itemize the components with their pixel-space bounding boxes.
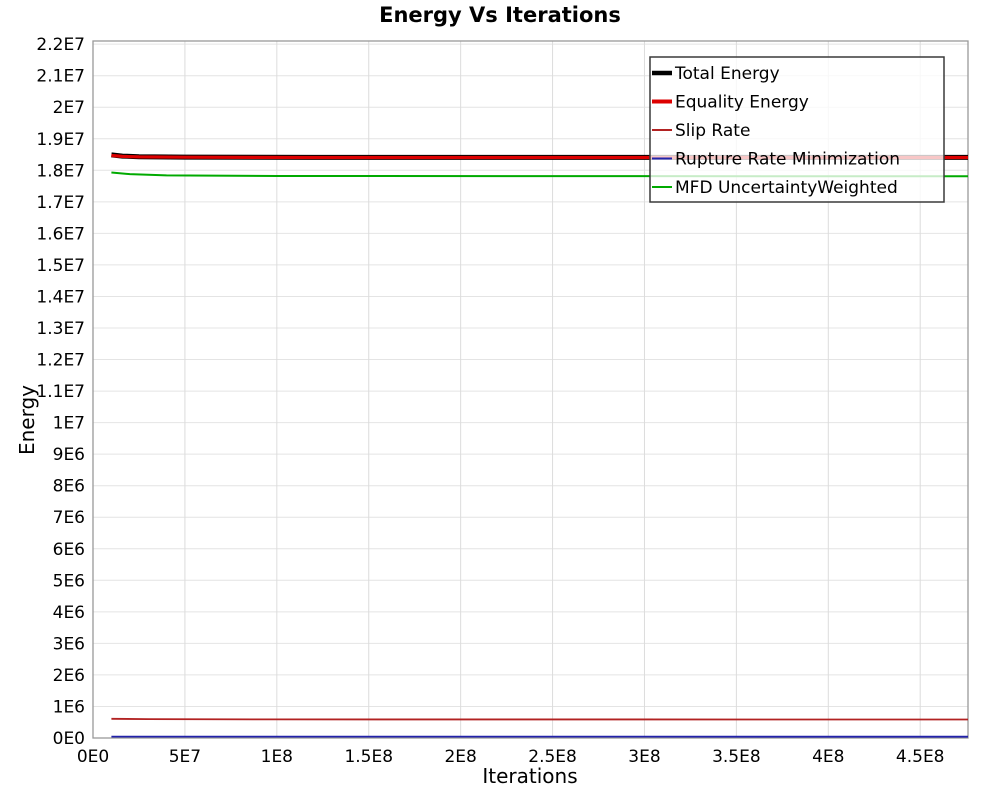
series-line-mfd-uncertaintyweighted [111, 171, 969, 178]
series-line-equality-energy [111, 153, 968, 160]
x-tick-label: 2.5E8 [528, 747, 577, 767]
chart-title: Energy Vs Iterations [379, 3, 621, 27]
x-tick-label: 1.5E8 [344, 747, 393, 767]
y-tick-label: 6E6 [53, 540, 85, 560]
y-tick-label: 1.2E7 [36, 351, 85, 371]
x-tick-label: 4.5E8 [896, 747, 945, 767]
tick-labels: 0E0 1E6 2E6 3E6 4E6 5E6 6E6 7E6 8E6 9E6 1E7 1.1E7 1.… [36, 35, 944, 767]
y-tick-label: 1.4E7 [36, 287, 85, 307]
y-tick-label: 3E6 [53, 634, 85, 654]
y-tick-label: 7E6 [53, 508, 85, 528]
y-tick-label: 2E6 [53, 666, 85, 686]
y-tick-label: 2E7 [53, 98, 85, 118]
y-tick-label: 1.7E7 [36, 193, 85, 213]
plot-border [92, 40, 969, 739]
y-tick-label: 1.9E7 [36, 130, 85, 150]
legend-label: Rupture Rate Minimization [675, 150, 900, 170]
legend-label: Slip Rate [675, 121, 750, 141]
x-tick-label: 5E7 [169, 747, 201, 767]
x-tick-label: 0E0 [77, 747, 109, 767]
legend-label: Total Energy [674, 64, 780, 84]
y-tick-label: 1E6 [53, 697, 85, 717]
legend-box [649, 56, 945, 203]
legend-item: MFD UncertaintyWeighted [652, 178, 898, 198]
y-tick-label: 8E6 [53, 477, 85, 497]
y-tick-label: 9E6 [53, 445, 85, 465]
y-tick-label: 1.1E7 [36, 382, 85, 402]
y-tick-label: 1.3E7 [36, 319, 85, 339]
x-axis-label: Iterations [482, 764, 578, 788]
series-line-slip-rate [111, 717, 969, 721]
x-tick-label: 3E8 [628, 747, 660, 767]
legend-item: Slip Rate [652, 121, 750, 141]
x-tick-label: 4E8 [812, 747, 844, 767]
y-tick-label: 5E6 [53, 571, 85, 591]
x-tick-label: 2E8 [444, 747, 476, 767]
legend-item: Total Energy [652, 64, 780, 84]
y-tick-label: 0E0 [53, 729, 85, 749]
x-tick-label: 1E8 [261, 747, 293, 767]
gridlines [92, 41, 968, 739]
legend-item: Equality Energy [652, 93, 809, 113]
legend-label: MFD UncertaintyWeighted [675, 178, 898, 198]
legend: Total Energy Equality Energy Slip Rate Rupt… [649, 56, 945, 203]
y-tick-label: 1.5E7 [36, 256, 85, 276]
y-tick-label: 4E6 [53, 603, 85, 623]
legend-label: Equality Energy [675, 93, 809, 113]
y-tick-label: 2.2E7 [36, 35, 85, 55]
legend-item: Rupture Rate Minimization [652, 150, 900, 170]
series-lines [111, 152, 969, 738]
y-tick-label: 1E7 [53, 414, 85, 434]
y-tick-label: 1.8E7 [36, 161, 85, 181]
y-tick-label: 1.6E7 [36, 224, 85, 244]
x-tick-label: 3.5E8 [712, 747, 761, 767]
y-tick-label: 2.1E7 [36, 67, 85, 87]
